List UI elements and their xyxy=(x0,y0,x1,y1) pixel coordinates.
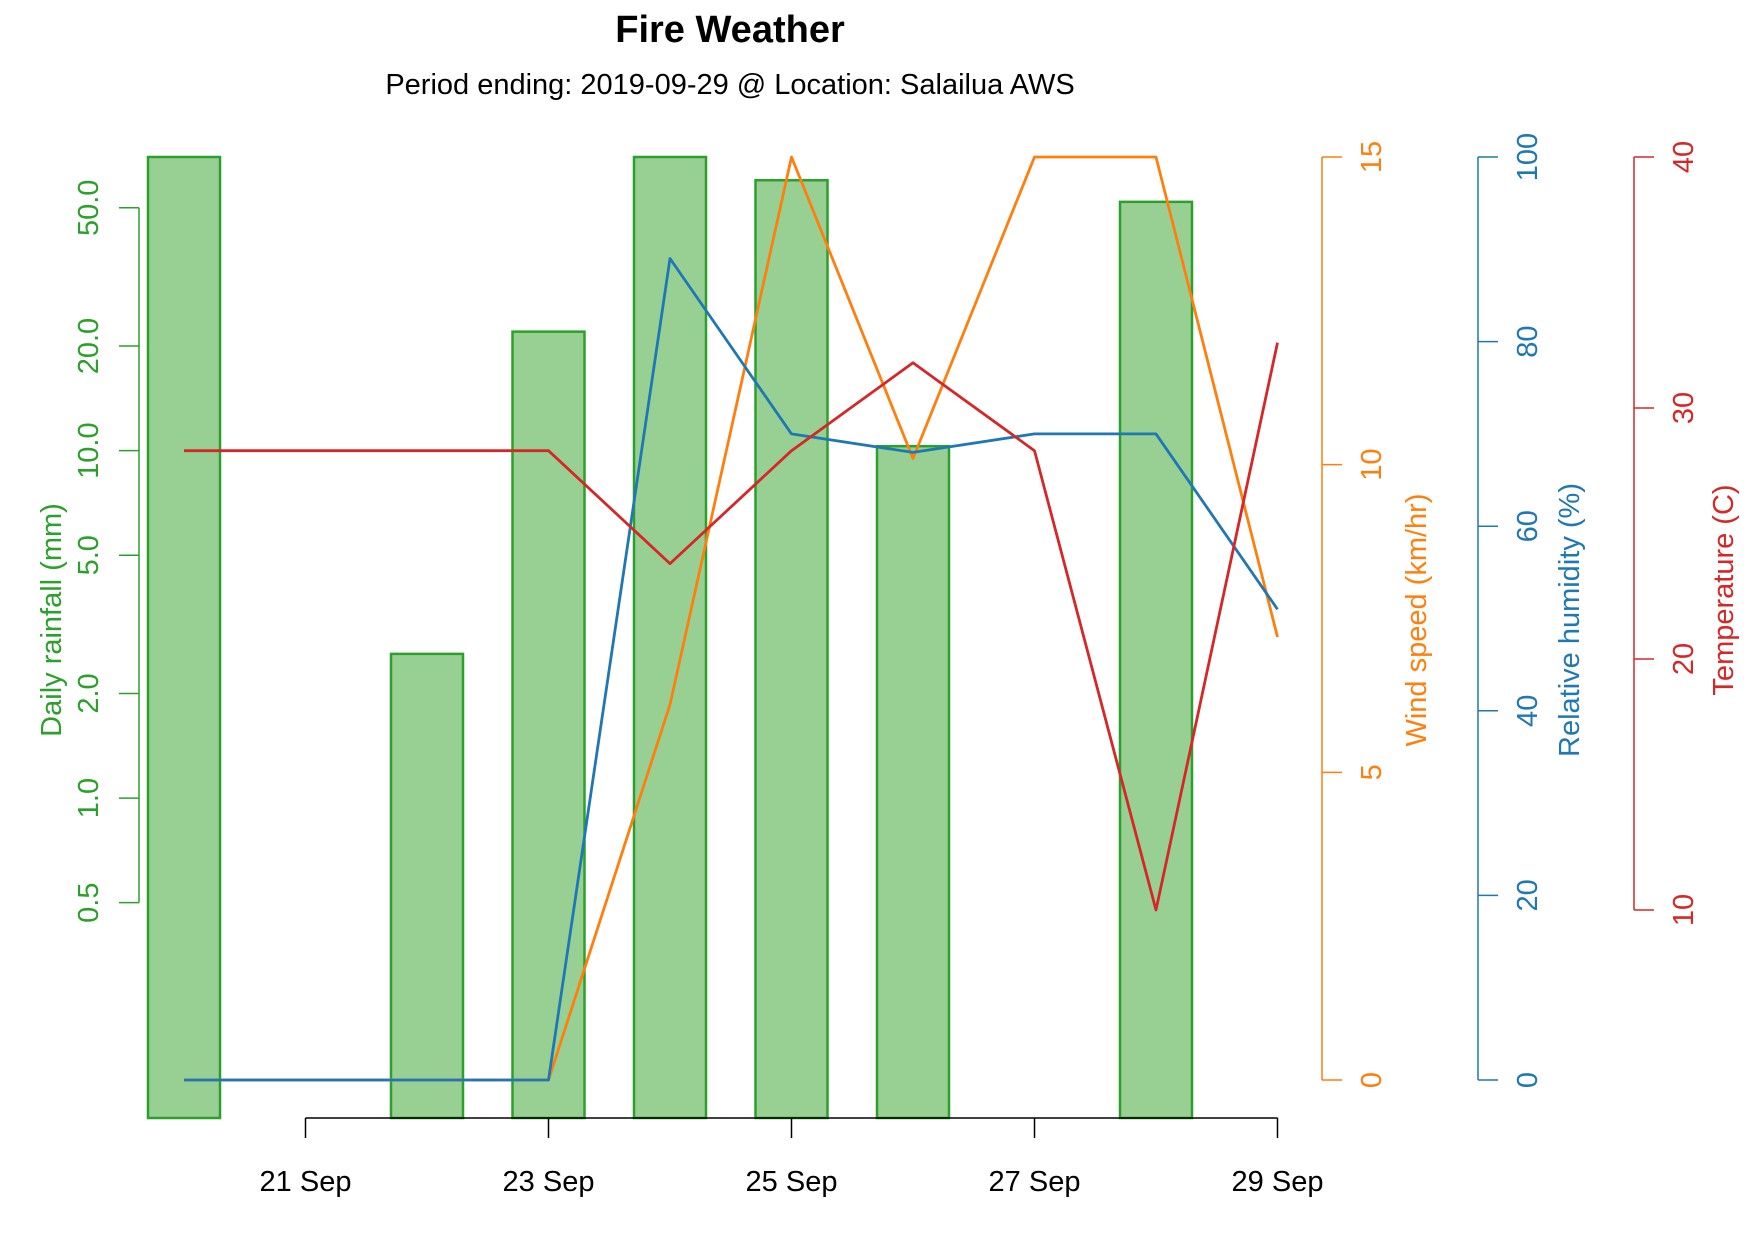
wind-tick-label: 15 xyxy=(1356,141,1388,173)
x-tick-label: 21 Sep xyxy=(260,1166,352,1198)
rainfall-bar xyxy=(1118,200,1194,1120)
temperature-tick-label: 20 xyxy=(1668,643,1700,675)
rainfall-tick-label: 5.0 xyxy=(73,535,105,575)
chart-title: Fire Weather xyxy=(615,9,845,51)
wind-tick-label: 5 xyxy=(1356,764,1388,780)
x-tick-label: 27 Sep xyxy=(989,1166,1081,1198)
rainfall-tick-label: 0.5 xyxy=(73,882,105,922)
rainfall-axis-label: Daily rainfall (mm) xyxy=(36,503,68,737)
rainfall-bar xyxy=(389,652,465,1120)
x-tick-label: 29 Sep xyxy=(1232,1166,1324,1198)
humidity-line xyxy=(184,257,1279,1082)
rainfall-tick-label: 1.0 xyxy=(73,778,105,818)
rainfall-tick-label: 50.0 xyxy=(73,180,105,236)
wind-tick-label: 0 xyxy=(1356,1072,1388,1088)
humidity-tick-label: 20 xyxy=(1512,879,1544,911)
temperature-axis-label: Temperature (C) xyxy=(1708,484,1740,695)
x-tick-label: 25 Sep xyxy=(746,1166,838,1198)
rainfall-tick-label: 2.0 xyxy=(73,673,105,713)
rainfall-bars xyxy=(146,155,1194,1120)
temperature-tick-label: 30 xyxy=(1668,392,1700,424)
temperature-line xyxy=(184,342,1279,912)
humidity-axis: 0 20 40 60 80 100 Relative humidity (%) xyxy=(1477,133,1586,1088)
wind-axis: 0 5 10 15 Wind speed (km/hr) xyxy=(1321,141,1433,1088)
wind-speed-line xyxy=(184,155,1279,1082)
humidity-tick-label: 80 xyxy=(1512,325,1544,357)
rainfall-bar xyxy=(146,155,222,1120)
x-axis: 21 Sep 23 Sep 25 Sep 27 Sep 29 Sep xyxy=(260,1117,1324,1198)
temperature-tick-label: 40 xyxy=(1668,141,1700,173)
series-lines xyxy=(184,155,1279,1082)
rainfall-axis: 0.5 1.0 2.0 5.0 10.0 20.0 50.0 Daily rainfall (… xyxy=(36,180,140,923)
x-tick-label: 23 Sep xyxy=(503,1166,595,1198)
humidity-tick-label: 0 xyxy=(1512,1072,1544,1088)
humidity-tick-label: 60 xyxy=(1512,510,1544,542)
rainfall-bar xyxy=(875,444,951,1120)
rainfall-tick-label: 20.0 xyxy=(73,318,105,374)
rainfall-bar xyxy=(511,330,586,1120)
humidity-tick-label: 100 xyxy=(1512,133,1544,181)
humidity-axis-label: Relative humidity (%) xyxy=(1554,483,1586,757)
wind-tick-label: 10 xyxy=(1356,449,1388,481)
rainfall-bar xyxy=(632,155,708,1120)
humidity-tick-label: 40 xyxy=(1512,695,1544,727)
temperature-tick-label: 10 xyxy=(1668,894,1700,926)
rainfall-bar xyxy=(754,179,829,1120)
wind-axis-label: Wind speed (km/hr) xyxy=(1401,493,1433,746)
chart-subtitle: Period ending: 2019-09-29 @ Location: Sa… xyxy=(385,69,1074,101)
rainfall-tick-label: 10.0 xyxy=(73,422,105,478)
temperature-axis: 10 20 30 40 Temperature (C) xyxy=(1633,141,1740,926)
